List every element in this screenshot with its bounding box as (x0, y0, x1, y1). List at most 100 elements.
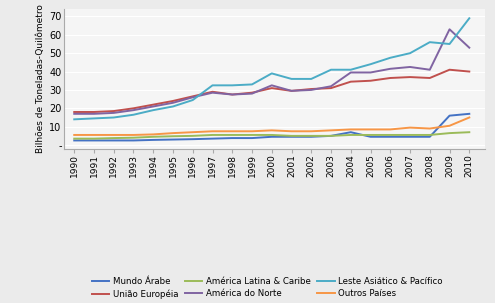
América Latina & Caribe (427, 133, 433, 137)
Mundo Árabe (249, 136, 255, 140)
Mundo Árabe (229, 136, 235, 140)
América Latina & Caribe (91, 137, 97, 141)
Leste Asiático & Pacífico (111, 116, 117, 119)
América Latina & Caribe (71, 137, 77, 141)
União Européia (387, 76, 393, 80)
América Latina & Caribe (387, 133, 393, 137)
União Européia (308, 87, 314, 91)
Outros Países (348, 128, 354, 131)
Mundo Árabe (289, 135, 295, 138)
América do Norte (131, 108, 137, 112)
Leste Asiático & Pacífico (269, 72, 275, 75)
América do Norte (289, 89, 295, 93)
Leste Asiático & Pacífico (249, 83, 255, 86)
América do Norte (308, 88, 314, 92)
União Européia (446, 68, 452, 72)
Mundo Árabe (71, 139, 77, 142)
Outros Países (71, 133, 77, 137)
América do Norte (150, 105, 156, 108)
Mundo Árabe (446, 114, 452, 118)
Leste Asiático & Pacífico (348, 68, 354, 72)
América do Norte (91, 112, 97, 116)
América Latina & Caribe (170, 135, 176, 138)
Line: Outros Países: Outros Países (74, 118, 469, 135)
América do Norte (190, 95, 196, 99)
Outros Países (328, 128, 334, 132)
União Européia (229, 93, 235, 96)
América Latina & Caribe (111, 136, 117, 140)
Mundo Árabe (308, 135, 314, 138)
União Européia (150, 103, 156, 106)
Outros Países (150, 133, 156, 136)
América do Norte (229, 93, 235, 96)
União Européia (328, 86, 334, 90)
Line: América Latina & Caribe: América Latina & Caribe (74, 132, 469, 139)
América Latina & Caribe (249, 133, 255, 137)
Outros Países (269, 128, 275, 132)
Leste Asiático & Pacífico (446, 42, 452, 46)
América Latina & Caribe (348, 133, 354, 137)
América do Norte (170, 101, 176, 105)
Outros Países (407, 126, 413, 129)
Legend: Mundo Árabe, União Européia, América Latina & Caribe, América do Norte, Leste As: Mundo Árabe, União Européia, América Lat… (92, 277, 443, 299)
América Latina & Caribe (209, 133, 215, 137)
Mundo Árabe (269, 135, 275, 138)
Outros Países (368, 128, 374, 131)
Line: Leste Asiático & Pacífico: Leste Asiático & Pacífico (74, 18, 469, 119)
Leste Asiático & Pacífico (407, 52, 413, 55)
Mundo Árabe (111, 139, 117, 142)
América Latina & Caribe (190, 134, 196, 138)
Line: Mundo Árabe: Mundo Árabe (74, 114, 469, 141)
Mundo Árabe (387, 135, 393, 138)
Y-axis label: Bilhões de Toneladas-Quilômetro: Bilhões de Toneladas-Quilômetro (36, 5, 45, 153)
Mundo Árabe (209, 137, 215, 141)
Outros Países (190, 130, 196, 134)
América do Norte (328, 85, 334, 88)
Leste Asiático & Pacífico (150, 108, 156, 112)
Mundo Árabe (170, 138, 176, 142)
Mundo Árabe (190, 137, 196, 141)
América Latina & Caribe (289, 134, 295, 138)
Outros Países (111, 133, 117, 137)
Leste Asiático & Pacífico (308, 77, 314, 81)
Mundo Árabe (91, 139, 97, 142)
Mundo Árabe (427, 135, 433, 138)
América do Norte (269, 84, 275, 87)
União Européia (209, 90, 215, 94)
América Latina & Caribe (269, 133, 275, 137)
América do Norte (111, 111, 117, 115)
Mundo Árabe (407, 135, 413, 138)
Mundo Árabe (150, 138, 156, 142)
América Latina & Caribe (368, 133, 374, 137)
União Européia (466, 70, 472, 73)
Outros Países (427, 127, 433, 130)
União Européia (170, 99, 176, 103)
Leste Asiático & Pacífico (91, 117, 97, 120)
Mundo Árabe (131, 139, 137, 142)
Outros Países (387, 128, 393, 131)
Mundo Árabe (328, 134, 334, 138)
América Latina & Caribe (150, 135, 156, 138)
União Européia (111, 109, 117, 113)
União Européia (131, 106, 137, 110)
Mundo Árabe (466, 112, 472, 116)
América Latina & Caribe (466, 130, 472, 134)
América Latina & Caribe (308, 134, 314, 138)
América do Norte (466, 46, 472, 49)
Outros Países (289, 129, 295, 133)
Outros Países (466, 116, 472, 119)
Leste Asiático & Pacífico (71, 118, 77, 121)
América do Norte (348, 71, 354, 74)
América do Norte (209, 91, 215, 95)
Outros Países (229, 129, 235, 133)
Mundo Árabe (368, 135, 374, 138)
América Latina & Caribe (446, 131, 452, 135)
América do Norte (407, 65, 413, 69)
Leste Asiático & Pacífico (427, 40, 433, 44)
Leste Asiático & Pacífico (466, 16, 472, 20)
Line: América do Norte: América do Norte (74, 29, 469, 114)
América do Norte (71, 112, 77, 116)
União Européia (269, 86, 275, 90)
Mundo Árabe (348, 130, 354, 134)
América Latina & Caribe (229, 133, 235, 137)
